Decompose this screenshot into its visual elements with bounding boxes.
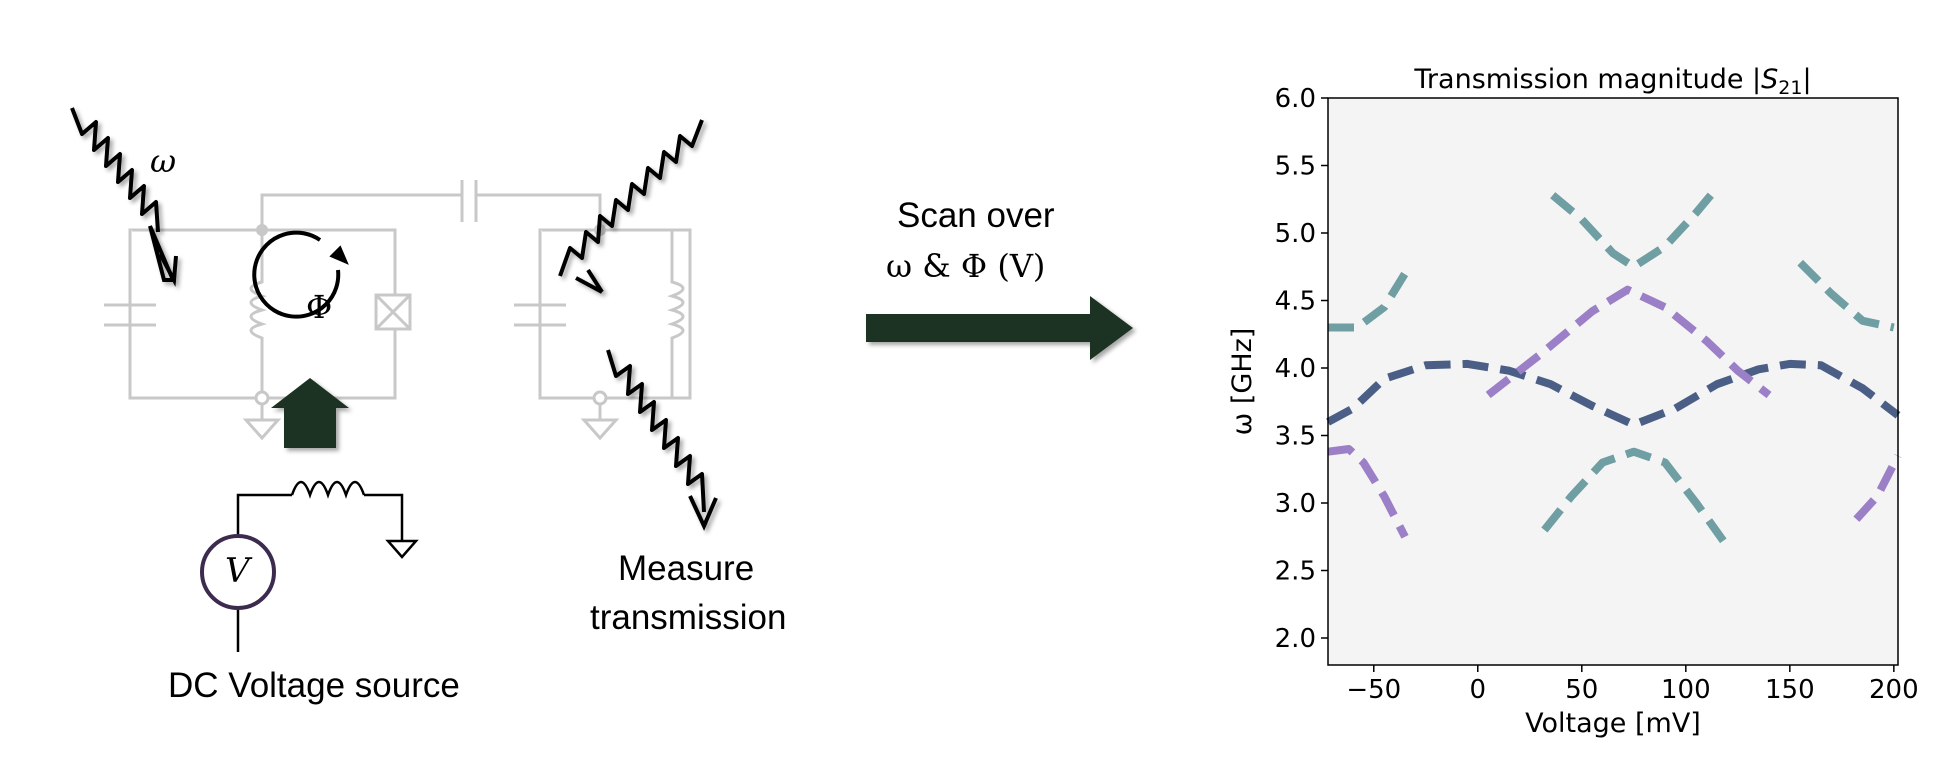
scan-arrow — [866, 296, 1133, 360]
left-ground — [242, 404, 282, 441]
right-inductor — [667, 230, 685, 398]
transmission-chart: −50 0 50 100 150 200 2.0 2.5 3.0 3.5 4.0 4.5 5.0 5.5 6… — [1227, 64, 1919, 739]
y-tick-label: 6.0 — [1275, 84, 1316, 114]
left-inductor — [249, 230, 267, 398]
series-5 — [1485, 285, 1772, 399]
plot-background — [1328, 98, 1898, 665]
y-tick-label: 4.5 — [1275, 287, 1316, 317]
dc-ground — [385, 539, 419, 559]
measure-label-line2: transmission — [590, 598, 787, 637]
series-1 — [1550, 192, 1714, 271]
y-tick-label: 3.0 — [1275, 489, 1316, 519]
plot-frame — [1327, 97, 1899, 666]
series-4 — [1326, 359, 1901, 429]
x-tick-label: −50 — [1346, 675, 1401, 705]
omega-label: ω — [150, 142, 177, 180]
wave-out — [606, 349, 718, 531]
x-tick-label: 150 — [1765, 675, 1815, 705]
series-0 — [1328, 271, 1409, 332]
y-tick-label: 2.0 — [1275, 624, 1316, 654]
voltmeter-ring — [200, 534, 276, 610]
y-tick-label: 2.5 — [1275, 557, 1316, 587]
x-tick-label: 0 — [1470, 675, 1487, 705]
dc-source-label: DC Voltage source — [168, 666, 460, 705]
x-tick-label: 50 — [1565, 675, 1598, 705]
y-tick-label: 3.5 — [1275, 422, 1316, 452]
bias-inductor — [290, 480, 366, 499]
coupling-wire — [260, 193, 602, 230]
wave-in — [70, 107, 178, 287]
x-tick-label: 100 — [1661, 675, 1711, 705]
chart-title: Transmission magnitude |S21| — [1413, 64, 1811, 99]
scan-label-line1: Scan over — [897, 196, 1055, 235]
scan-label-line2: ω & Φ (V) — [886, 247, 1046, 285]
y-tick-label: 5.5 — [1275, 152, 1316, 182]
series-2 — [1797, 259, 1895, 332]
voltmeter-label: V — [225, 551, 250, 591]
y-tick-label: 4.0 — [1275, 354, 1316, 384]
measure-label-line1: Measure — [618, 549, 755, 588]
y-tick-label: 5.0 — [1275, 219, 1316, 249]
wave-to-circuit — [558, 119, 704, 294]
x-tick-label: 200 — [1869, 675, 1919, 705]
series-6 — [1327, 445, 1409, 539]
y-axis-label: ω [GHz] — [1227, 328, 1258, 436]
series-3 — [1541, 447, 1727, 544]
x-axis-label: Voltage [mV] — [1525, 708, 1701, 739]
phi-label: Φ — [306, 288, 333, 326]
flux-symbol — [252, 230, 349, 319]
circuit-diagram — [104, 180, 692, 441]
right-ground — [580, 404, 620, 441]
series-7 — [1853, 453, 1902, 522]
flux-bias-arrow — [271, 378, 349, 448]
